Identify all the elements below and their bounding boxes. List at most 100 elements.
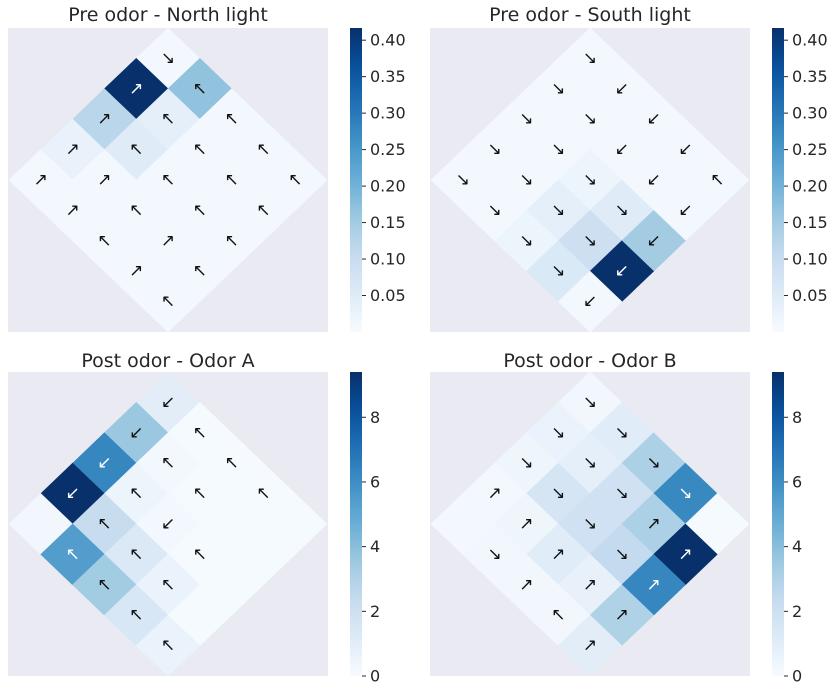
heatmap-cell	[135, 614, 201, 677]
colorbar-tick-label: 0.35	[792, 67, 828, 86]
direction-arrow: ↙	[129, 423, 143, 443]
direction-arrow: ↙	[678, 200, 692, 220]
colorbar-tick-label: 0.20	[792, 177, 828, 196]
direction-arrow: ↘	[583, 109, 597, 129]
direction-arrow: ↖	[256, 140, 270, 160]
direction-arrow: ↖	[97, 514, 111, 534]
colorbar-tick-label: 6	[370, 472, 380, 491]
colorbar-gradient	[772, 28, 784, 332]
direction-arrow: ↙	[615, 261, 629, 281]
direction-arrow: ↖	[710, 170, 724, 190]
direction-arrow: ↙	[65, 484, 79, 504]
colorbar-tick-label: 0.30	[370, 104, 406, 123]
colorbar-gradient	[350, 28, 362, 332]
direction-arrow: ↘	[551, 140, 565, 160]
panel-title: Pre odor - North light	[68, 4, 268, 26]
direction-arrow: ↖	[288, 170, 302, 190]
heatmap-cell	[557, 614, 623, 677]
direction-arrow: ↘	[678, 484, 692, 504]
direction-arrow: ↗	[678, 544, 692, 564]
direction-arrow: ↙	[161, 514, 175, 534]
direction-arrow: ↙	[615, 79, 629, 99]
direction-arrow: ↘	[551, 261, 565, 281]
direction-arrow: ↖	[161, 575, 175, 595]
colorbar-tick-label: 4	[370, 537, 380, 556]
direction-arrow: ↘	[456, 170, 470, 190]
direction-arrow: ↖	[224, 231, 238, 251]
direction-arrow: ↘	[583, 514, 597, 534]
direction-arrow: ↗	[129, 261, 143, 281]
direction-arrow: ↖	[193, 200, 207, 220]
direction-arrow: ↖	[224, 109, 238, 129]
colorbar-tick-label: 0.15	[792, 213, 828, 232]
direction-arrow: ↘	[519, 170, 533, 190]
panel-pre-odor-north-light: ↘ ↗ ↖ ↗ ↖ ↖ ↗ ↖ ↖ ↖ ↗ ↗ ↖ ↖ ↖ ↗ ↖ ↖ ↖ ↖ ↗ ↖ ↗ ↖ ↖ Pre odor - Nor…	[8, 4, 406, 333]
direction-arrow: ↖	[129, 484, 143, 504]
direction-arrow: ↘	[551, 484, 565, 504]
colorbar-tick-label: 2	[792, 602, 802, 621]
heatmap-cell	[135, 270, 201, 333]
colorbar-tick-label: 0.20	[370, 177, 406, 196]
colorbar-tick-label: 0.40	[792, 31, 828, 50]
direction-arrow: ↘	[519, 109, 533, 129]
direction-arrow: ↘	[646, 453, 660, 473]
direction-arrow: ↗	[551, 544, 565, 564]
direction-arrow: ↙	[97, 453, 111, 473]
panel-pre-odor-south-light: ↘ ↘ ↙ ↘ ↘ ↙ ↘ ↘ ↙ ↙ ↘ ↘ ↘ ↙ ↖ ↘ ↘ ↘ ↙ ↘ ↘ ↙ ↘ ↙ ↙ Pre odor - Sou…	[430, 4, 828, 333]
direction-arrow: ↖	[129, 200, 143, 220]
direction-arrow: ↖	[97, 231, 111, 251]
direction-arrow: ↗	[583, 575, 597, 595]
direction-arrow: ↖	[97, 575, 111, 595]
direction-arrow: ↙	[646, 231, 660, 251]
direction-arrow: ↘	[583, 392, 597, 412]
colorbar-gradient	[772, 372, 784, 676]
colorbar: 0.05 0.10 0.15 0.20 0.25 0.30 0.35 0.40	[772, 28, 828, 332]
colorbar-tick-label: 0.10	[370, 250, 406, 269]
colorbar-tick-label: 6	[792, 472, 802, 491]
colorbar-tick-label: 0.40	[370, 31, 406, 50]
direction-arrow: ↗	[129, 79, 143, 99]
direction-arrow: ↙	[646, 109, 660, 129]
direction-arrow: ↖	[256, 200, 270, 220]
direction-arrow: ↖	[224, 453, 238, 473]
direction-arrow: ↙	[678, 140, 692, 160]
colorbar: 0.05 0.10 0.15 0.20 0.25 0.30 0.35 0.40	[350, 28, 406, 332]
colorbar-tick-label: 8	[792, 408, 802, 427]
direction-arrow: ↗	[519, 575, 533, 595]
direction-arrow: ↘	[519, 453, 533, 473]
direction-arrow: ↖	[161, 636, 175, 656]
direction-arrow: ↗	[65, 200, 79, 220]
direction-arrow: ↘	[551, 200, 565, 220]
direction-arrow: ↖	[129, 544, 143, 564]
direction-arrow: ↗	[646, 514, 660, 534]
direction-arrow: ↘	[551, 79, 565, 99]
colorbar: 0 2 4 6 8	[350, 372, 380, 686]
direction-arrow: ↗	[646, 575, 660, 595]
colorbar-tick-label: 0.35	[370, 67, 406, 86]
colorbar: 0 2 4 6 8	[772, 372, 802, 686]
direction-arrow: ↘	[487, 200, 501, 220]
direction-arrow: ↗	[487, 484, 501, 504]
colorbar-tick-label: 0.15	[370, 213, 406, 232]
colorbar-tick-label: 0.25	[792, 140, 828, 159]
colorbar-tick-label: 0	[370, 667, 380, 686]
colorbar-tick-label: 0.05	[792, 286, 828, 305]
colorbar-tick-label: 0.05	[370, 286, 406, 305]
direction-arrow: ↖	[193, 140, 207, 160]
panel-title: Post odor - Odor B	[503, 350, 676, 372]
direction-arrow: ↘	[487, 140, 501, 160]
direction-arrow: ↙	[646, 170, 660, 190]
direction-arrow: ↘	[615, 484, 629, 504]
direction-arrow: ↖	[161, 292, 175, 312]
colorbar-tick-label: 2	[370, 602, 380, 621]
direction-arrow: ↖	[193, 79, 207, 99]
direction-arrow: ↗	[97, 109, 111, 129]
direction-arrow: ↗	[97, 170, 111, 190]
direction-arrow: ↗	[583, 636, 597, 656]
direction-arrow: ↘	[551, 423, 565, 443]
panel-title: Post odor - Odor A	[81, 350, 254, 372]
direction-arrow: ↘	[519, 231, 533, 251]
colorbar-tick-label: 0.30	[792, 104, 828, 123]
direction-arrow: ↘	[161, 48, 175, 68]
direction-arrow: ↖	[551, 605, 565, 625]
